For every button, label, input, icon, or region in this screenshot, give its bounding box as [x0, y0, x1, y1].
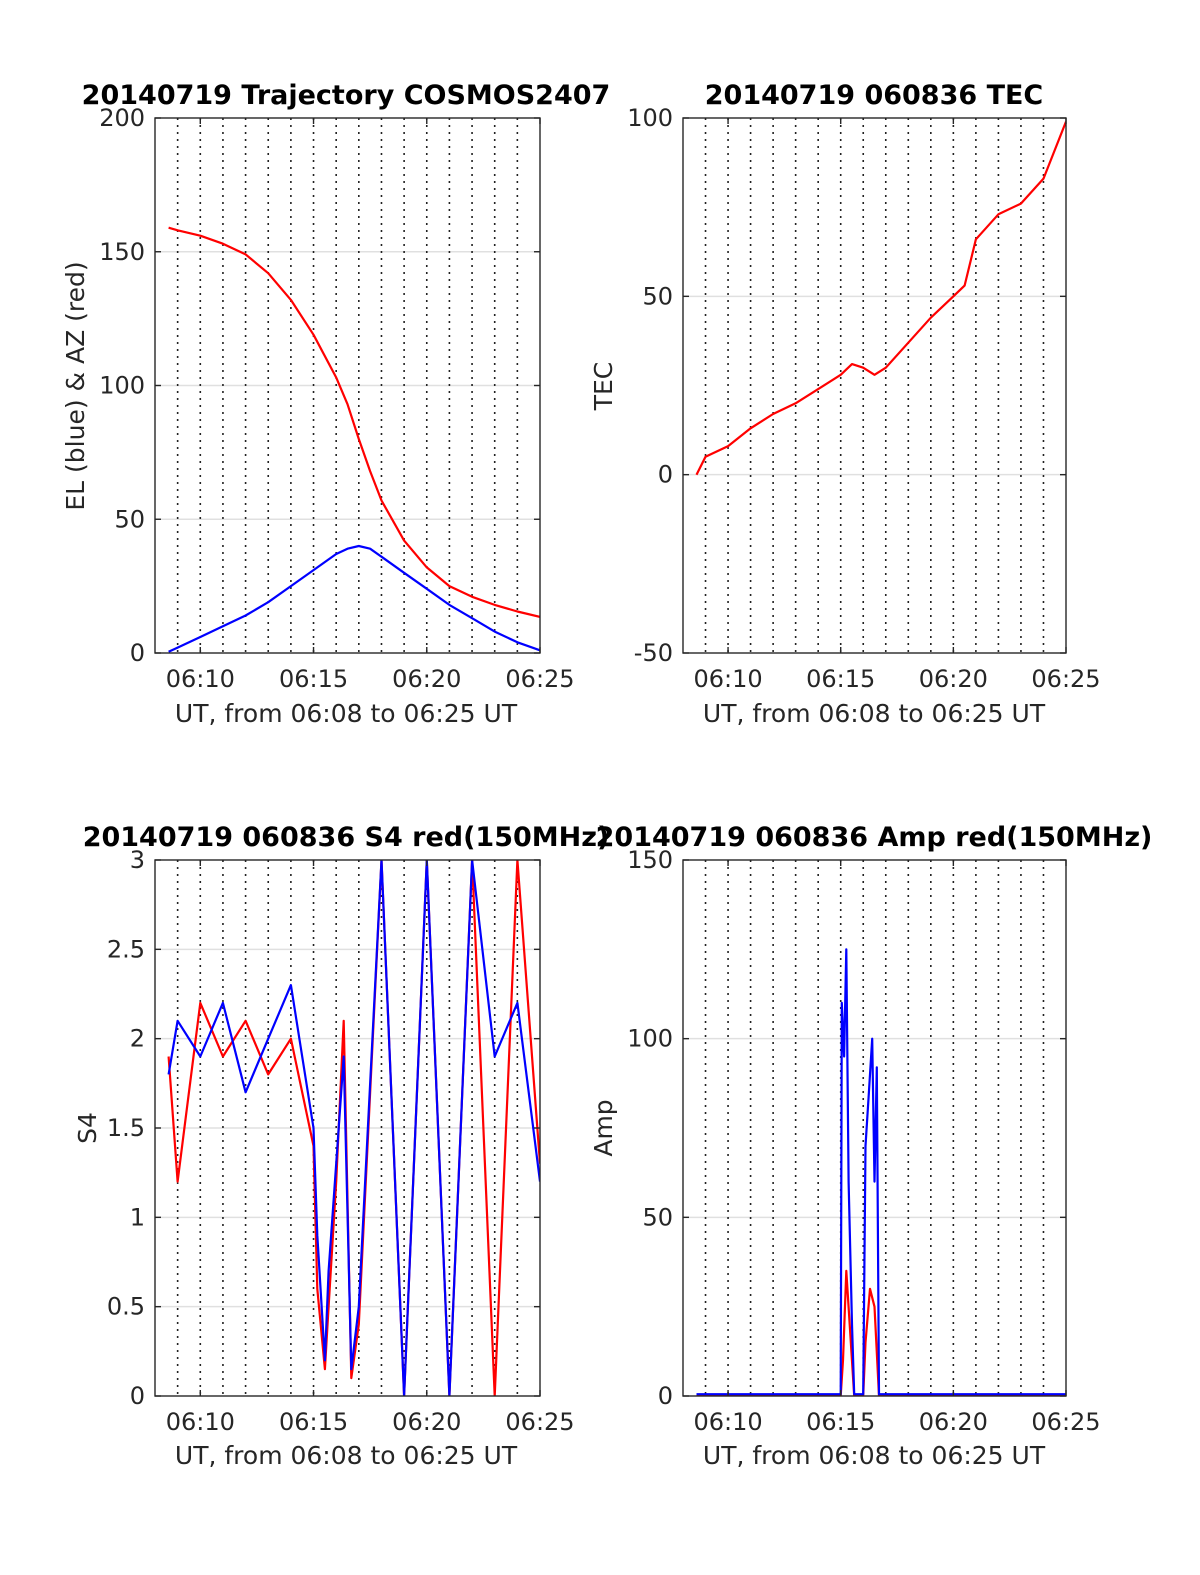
chart-title: 20140719 060836 Amp red(150MHz) — [596, 822, 1153, 853]
y-axis-label: Amp — [589, 1099, 618, 1156]
series-line-b — [696, 948, 1066, 1396]
panel-tec: 20140719 060836 TEC UT, from 06:08 to 06… — [589, 80, 1101, 728]
series-line-b — [167, 860, 540, 1396]
chart-title: 20140719 060836 S4 red(150MHz) — [83, 822, 610, 853]
x-tick-label: 06:20 — [392, 1408, 461, 1436]
series-line-a — [168, 226, 540, 618]
y-tick-label: 0 — [130, 639, 145, 667]
y-tick-label: 2 — [130, 1025, 145, 1053]
x-tick-label: 06:15 — [279, 1408, 348, 1436]
y-axis-label: S4 — [73, 1112, 102, 1144]
series-line-b — [168, 544, 540, 653]
x-axis-label: UT, from 06:08 to 06:25 UT — [175, 1441, 518, 1470]
x-tick-label: 06:10 — [166, 1408, 235, 1436]
x-tick-label: 06:25 — [505, 1408, 574, 1436]
x-tick-label: 06:20 — [392, 665, 461, 693]
y-tick-label: 50 — [642, 282, 673, 310]
x-axis-label: UT, from 06:08 to 06:25 UT — [703, 699, 1046, 728]
y-tick-label: 100 — [99, 372, 145, 400]
x-tick-label: 06:10 — [166, 665, 235, 693]
y-tick-label: 50 — [114, 505, 145, 533]
y-tick-label: 1.5 — [107, 1114, 145, 1142]
y-axis-label: EL (blue) & AZ (red) — [61, 261, 90, 510]
plot-area: 0 50 100 150 06:10 06:15 06:20 06:25 — [627, 846, 1100, 1436]
panel-trajectory: 20140719 Trajectory COSMOS2407 UT, from … — [61, 80, 610, 728]
x-axis-label: UT, from 06:08 to 06:25 UT — [175, 699, 518, 728]
x-tick-label: 06:15 — [279, 665, 348, 693]
y-axis-label: TEC — [589, 362, 618, 412]
x-tick-label: 06:25 — [1031, 1408, 1100, 1436]
plot-area: -50 0 50 100 06:10 06:15 06:20 06:25 — [627, 104, 1100, 693]
y-tick-label: 1 — [130, 1203, 145, 1231]
y-tick-label: 3 — [130, 846, 145, 874]
y-tick-label: -50 — [634, 639, 673, 667]
x-tick-label: 06:15 — [806, 665, 875, 693]
y-tick-label: 50 — [642, 1203, 673, 1231]
y-tick-label: 0 — [130, 1382, 145, 1410]
y-tick-label: 100 — [627, 104, 673, 132]
y-tick-label: 150 — [627, 846, 673, 874]
plot-area: 0 50 100 150 200 06:10 06:15 06:20 06:25 — [99, 104, 574, 693]
series-line-a — [695, 121, 1066, 476]
plot-area: 0 0.5 1 1.5 2 2.5 3 06:10 06:15 06:20 06:25 — [107, 846, 575, 1436]
x-tick-label: 06:20 — [919, 1408, 988, 1436]
y-tick-label: 0.5 — [107, 1293, 145, 1321]
y-tick-label: 100 — [627, 1025, 673, 1053]
x-axis-label: UT, from 06:08 to 06:25 UT — [703, 1441, 1046, 1470]
y-tick-label: 0 — [658, 1382, 673, 1410]
x-tick-label: 06:15 — [806, 1408, 875, 1436]
panel-s4: 20140719 060836 S4 red(150MHz) UT, from … — [73, 822, 609, 1470]
axes-frame — [682, 859, 1067, 1397]
panel-amp: 20140719 060836 Amp red(150MHz) UT, from… — [589, 822, 1152, 1470]
axes-frame — [682, 117, 1067, 654]
x-tick-label: 06:10 — [693, 665, 762, 693]
y-tick-label: 200 — [99, 104, 145, 132]
chart-title: 20140719 060836 TEC — [705, 80, 1044, 111]
chart-title: 20140719 Trajectory COSMOS2407 — [82, 80, 611, 111]
y-tick-label: 0 — [658, 461, 673, 489]
x-tick-label: 06:25 — [1031, 665, 1100, 693]
x-tick-label: 06:25 — [505, 665, 574, 693]
series-line-a — [696, 1269, 1066, 1396]
y-tick-label: 2.5 — [107, 935, 145, 963]
y-tick-label: 150 — [99, 238, 145, 266]
x-tick-label: 06:10 — [693, 1408, 762, 1436]
x-tick-label: 06:20 — [919, 665, 988, 693]
